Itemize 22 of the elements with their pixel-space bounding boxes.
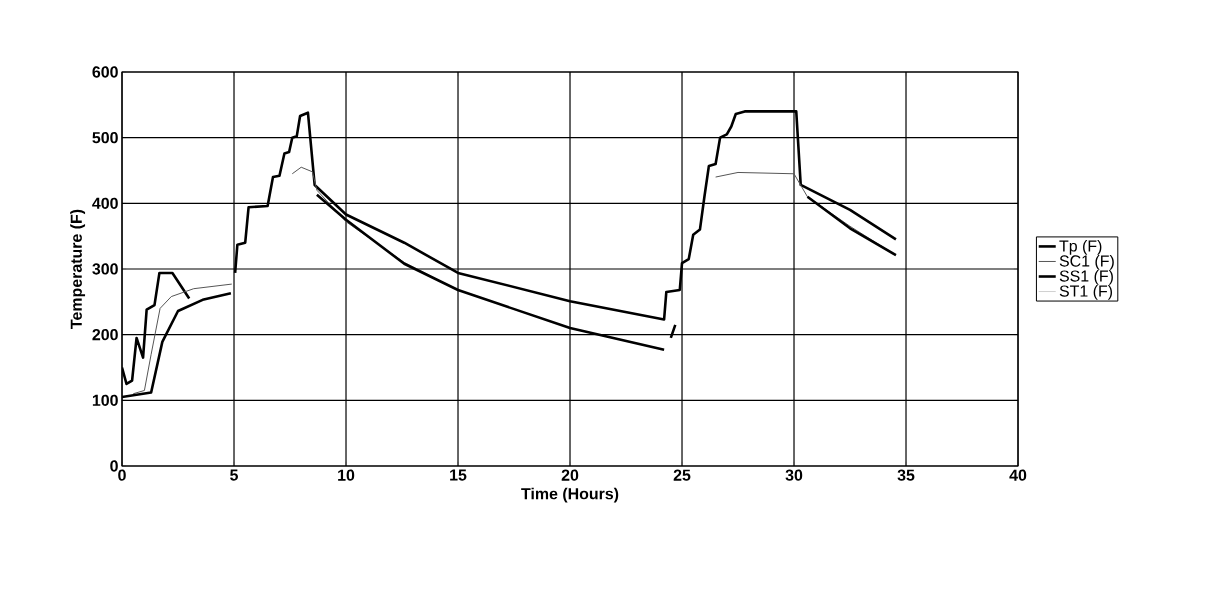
x-tick-label: 0 [118,469,126,481]
y-tick-label: 300 [92,263,118,275]
y-tick-label: 600 [92,66,118,78]
legend-label: ST1 (F) [1059,285,1113,300]
x-tick-label: 30 [785,469,803,481]
x-tick-label: 15 [450,469,467,481]
x-tick-label: 5 [230,469,238,481]
x-tick-label: 35 [897,469,915,481]
y-tick-label: 400 [92,197,118,209]
y-tick-label: 100 [92,394,118,406]
y-tick-label: 0 [110,460,118,472]
x-tick-label: 10 [338,469,355,481]
x-axis-title: Time (Hours) [521,487,619,503]
y-tick-label: 500 [92,132,118,144]
legend-label: SS1 (F) [1059,269,1113,285]
legend-label: Tp (F) [1059,239,1102,255]
y-tick-label: 200 [92,329,118,341]
x-tick-label: 20 [561,469,579,481]
legend-label: SC1 (F) [1059,254,1114,270]
x-tick-label: 40 [1009,469,1027,481]
y-axis-title: Temperature (F) [70,209,86,329]
x-tick-label: 25 [673,469,691,481]
